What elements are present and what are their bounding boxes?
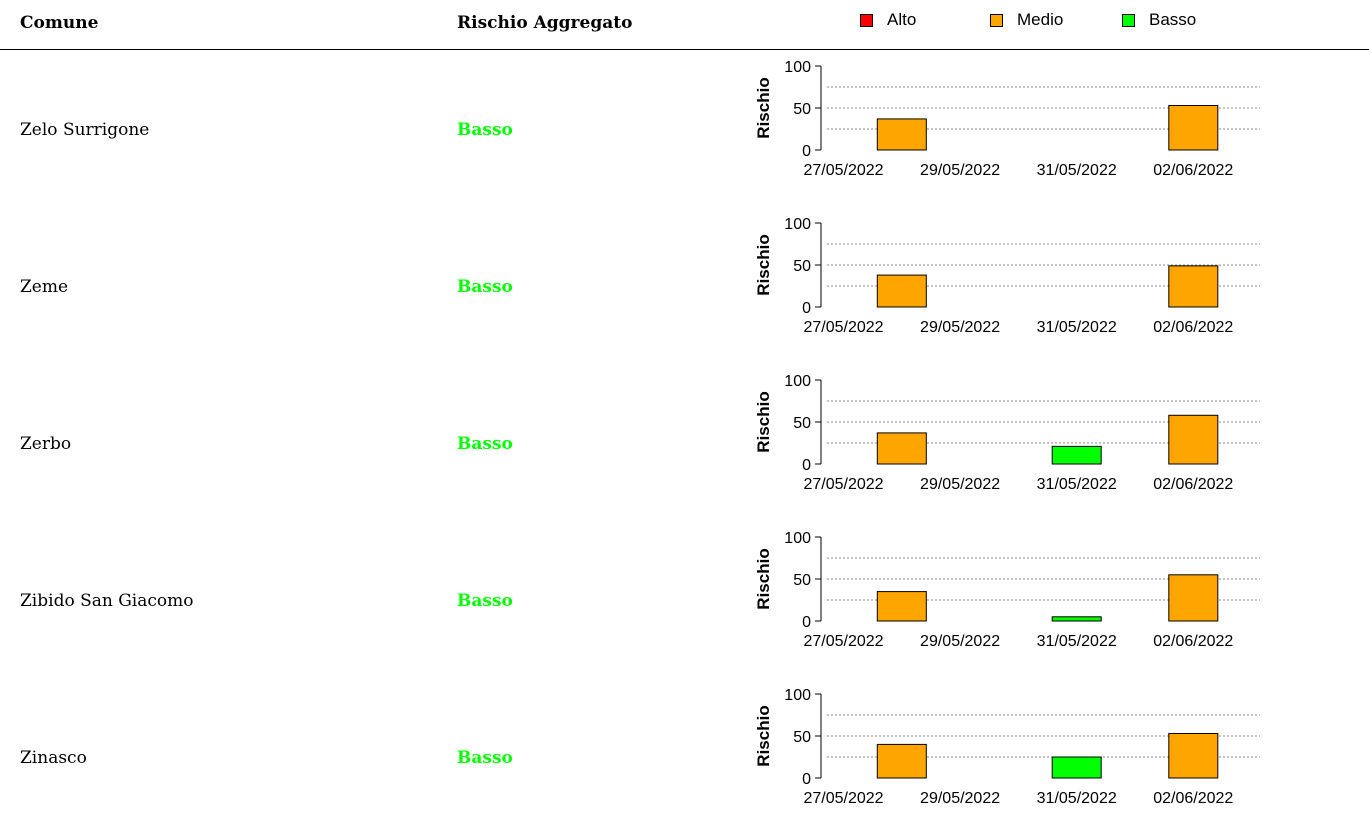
y-tick-label: 100	[784, 216, 811, 233]
x-tick-label: 31/05/2022	[1037, 476, 1117, 493]
table-row: Zerbo Basso 0 50 100 Rischio 27/05/2022 29/05/2…	[0, 364, 1369, 521]
rischio-aggregato-value: Basso	[457, 277, 513, 297]
y-tick-label: 0	[802, 143, 811, 160]
x-tick-label: 27/05/2022	[803, 476, 883, 493]
comune-name: Zibido San Giacomo	[20, 591, 194, 611]
y-axis-label: Rischio	[754, 234, 773, 295]
bar	[876, 432, 927, 465]
legend-item-medio: Medio	[990, 10, 1063, 30]
x-tick-label: 29/05/2022	[920, 162, 1000, 179]
y-tick-label: 50	[793, 258, 811, 275]
page: Comune Rischio Aggregato Alto Medio Bass…	[0, 10, 1369, 807]
rischio-aggregato-value: Basso	[457, 748, 513, 768]
header-divider	[0, 49, 1369, 51]
x-tick-label: 27/05/2022	[803, 162, 883, 179]
comune-name: Zerbo	[20, 434, 72, 454]
y-axis-label: Rischio	[754, 705, 773, 766]
y-tick-label: 50	[793, 415, 811, 432]
y-tick-label: 0	[802, 614, 811, 631]
x-tick-label: 31/05/2022	[1037, 790, 1117, 807]
x-tick-label: 29/05/2022	[920, 633, 1000, 650]
table-row: Zinasco Basso 0 50 100 Rischio 27/05/2022 29/05…	[0, 678, 1369, 835]
bar	[876, 118, 927, 151]
legend-item-alto: Alto	[860, 10, 916, 30]
x-tick-label: 27/05/2022	[803, 319, 883, 336]
header-rischio-aggregato: Rischio Aggregato	[457, 13, 633, 33]
x-tick-label: 29/05/2022	[920, 319, 1000, 336]
x-tick-label: 27/05/2022	[803, 633, 883, 650]
comune-name: Zelo Surrigone	[20, 120, 150, 140]
y-tick-label: 100	[784, 373, 811, 390]
bar	[1051, 445, 1102, 465]
legend-swatch-alto	[860, 13, 873, 27]
bar	[1168, 414, 1219, 465]
x-tick-label: 29/05/2022	[920, 790, 1000, 807]
bar	[1168, 732, 1219, 779]
rischio-aggregato-value: Basso	[457, 591, 513, 611]
x-tick-label: 31/05/2022	[1037, 162, 1117, 179]
legend-label-alto: Alto	[887, 10, 917, 29]
y-tick-label: 50	[793, 572, 811, 589]
bar	[1051, 756, 1102, 779]
y-tick-label: 100	[784, 687, 811, 704]
risk-bar-chart: 0 50 100 Rischio 27/05/2022 29/05/2022 31/05/2…	[754, 530, 1260, 650]
x-tick-label: 02/06/2022	[1153, 319, 1233, 336]
y-tick-label: 100	[784, 530, 811, 547]
bar	[1168, 104, 1219, 151]
bar	[1051, 616, 1102, 622]
rischio-aggregato-value: Basso	[457, 434, 513, 454]
table-row: Zeme Basso 0 50 100 Rischio 27/05/2022 29/05/20…	[0, 207, 1369, 364]
y-tick-label: 0	[802, 771, 811, 788]
y-tick-label: 0	[802, 300, 811, 317]
x-tick-label: 02/06/2022	[1153, 790, 1233, 807]
bar	[876, 591, 927, 622]
y-axis-label: Rischio	[754, 391, 773, 452]
y-tick-label: 100	[784, 59, 811, 76]
x-tick-label: 31/05/2022	[1037, 319, 1117, 336]
legend-item-basso: Basso	[1122, 10, 1196, 30]
table-row: Zelo Surrigone Basso 0 50 100 Rischio 27/05/20…	[0, 50, 1369, 207]
bar	[876, 274, 927, 308]
x-tick-label: 02/06/2022	[1153, 633, 1233, 650]
risk-bar-chart: 0 50 100 Rischio 27/05/2022 29/05/2022 31/05/2…	[754, 687, 1260, 807]
bar	[1168, 574, 1219, 622]
table-row: Zibido San Giacomo Basso 0 50 100 Rischio 27/0…	[0, 521, 1369, 678]
legend-swatch-basso	[1122, 13, 1135, 27]
legend-label-basso: Basso	[1149, 10, 1197, 29]
legend-label-medio: Medio	[1017, 10, 1064, 29]
risk-bar-chart: 0 50 100 Rischio 27/05/2022 29/05/2022 31/05/2…	[754, 373, 1260, 493]
y-axis-label: Rischio	[754, 77, 773, 138]
y-tick-label: 50	[793, 729, 811, 746]
x-tick-label: 02/06/2022	[1153, 476, 1233, 493]
y-tick-label: 0	[802, 457, 811, 474]
bar	[1168, 265, 1219, 308]
y-axis-label: Rischio	[754, 548, 773, 609]
x-tick-label: 27/05/2022	[803, 790, 883, 807]
header-comune: Comune	[20, 13, 99, 33]
comune-name: Zinasco	[20, 748, 87, 768]
risk-bar-chart: 0 50 100 Rischio 27/05/2022 29/05/2022 31/05/2…	[754, 216, 1260, 336]
risk-bar-chart: 0 50 100 Rischio 27/05/2022 29/05/2022 31/05/2…	[754, 59, 1260, 179]
x-tick-label: 29/05/2022	[920, 476, 1000, 493]
bar	[876, 743, 927, 779]
x-tick-label: 02/06/2022	[1153, 162, 1233, 179]
x-tick-label: 31/05/2022	[1037, 633, 1117, 650]
legend-swatch-medio	[990, 13, 1003, 27]
comune-name: Zeme	[20, 277, 69, 297]
rischio-aggregato-value: Basso	[457, 120, 513, 140]
y-tick-label: 50	[793, 101, 811, 118]
